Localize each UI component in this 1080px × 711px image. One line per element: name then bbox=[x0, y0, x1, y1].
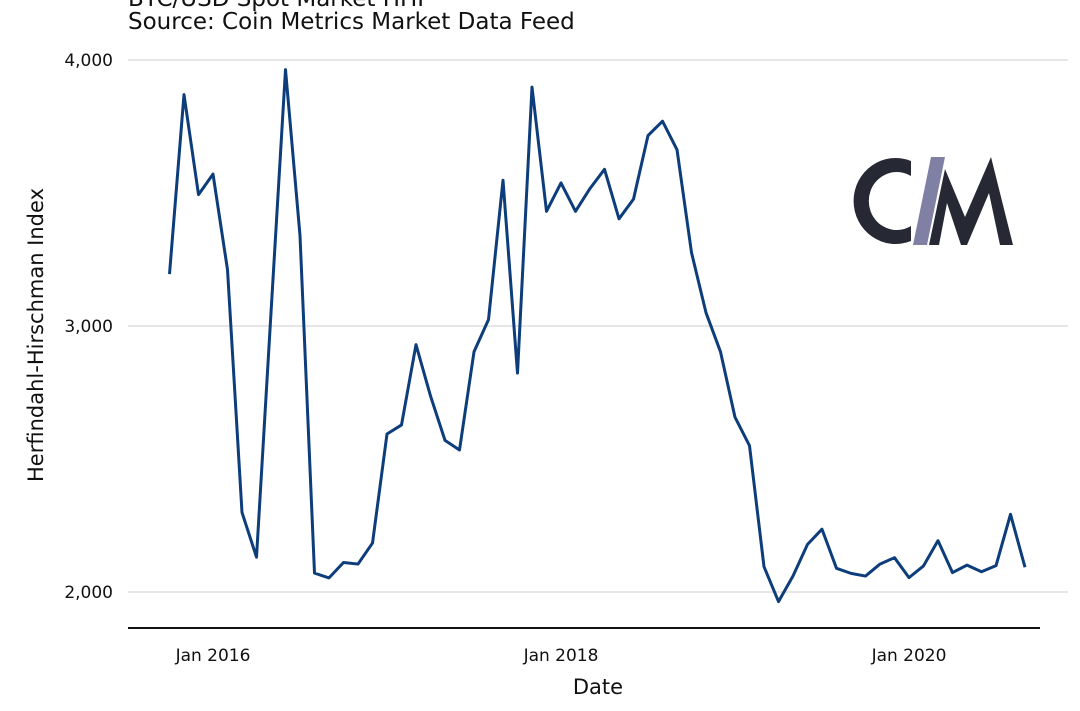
x-tick-label: Jan 2020 bbox=[871, 646, 947, 666]
x-axis-label: Date bbox=[573, 675, 623, 699]
x-tick-label: Jan 2016 bbox=[175, 646, 251, 666]
chart-subtitle: Source: Coin Metrics Market Data Feed bbox=[128, 9, 575, 35]
y-tick-label: 2,000 bbox=[64, 583, 113, 603]
y-axis-label: Herfindahl-Hirschman Index bbox=[24, 188, 48, 482]
logo-m bbox=[929, 157, 1013, 245]
chart-title: BTC/USD Spot Market HHI bbox=[128, 0, 424, 12]
logo-slash bbox=[913, 157, 945, 245]
x-tick-label: Jan 2018 bbox=[523, 646, 599, 666]
y-tick-label: 3,000 bbox=[64, 317, 113, 337]
series-line bbox=[168, 68, 1027, 604]
logo-c bbox=[853, 158, 911, 244]
cm-logo bbox=[853, 157, 1013, 245]
y-tick-label: 4,000 bbox=[64, 51, 113, 71]
